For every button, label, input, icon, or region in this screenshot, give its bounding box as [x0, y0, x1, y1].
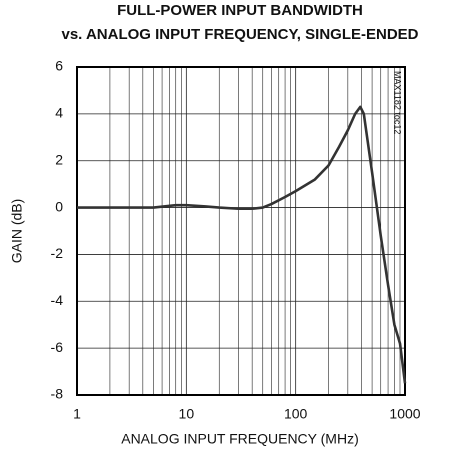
y-tick-label: -6 [51, 339, 64, 355]
y-tick-label: 0 [55, 198, 63, 214]
y-tick-label: -2 [51, 245, 64, 261]
x-tick-label: 10 [179, 406, 195, 422]
x-tick-label: 100 [284, 406, 308, 422]
y-tick-label: 2 [55, 151, 63, 167]
y-tick-label: 4 [55, 105, 63, 121]
annotation: MAX1182 toc12 [393, 71, 403, 134]
y-tick-label: 6 [55, 58, 63, 74]
chart-subtitle: vs. ANALOG INPUT FREQUENCY, SINGLE-ENDED [62, 26, 419, 43]
chart-title: FULL-POWER INPUT BANDWIDTH [117, 2, 363, 19]
plot-frame [76, 66, 406, 396]
y-axis-label: GAIN (dB) [9, 199, 25, 264]
y-tick-label: -8 [51, 386, 64, 402]
y-tick-label: -4 [51, 292, 64, 308]
x-tick-label: 1000 [389, 406, 420, 422]
line [77, 105, 407, 384]
x-tick-label: 1 [73, 406, 81, 422]
x-axis-label: ANALOG INPUT FREQUENCY (MHz) [121, 431, 359, 447]
